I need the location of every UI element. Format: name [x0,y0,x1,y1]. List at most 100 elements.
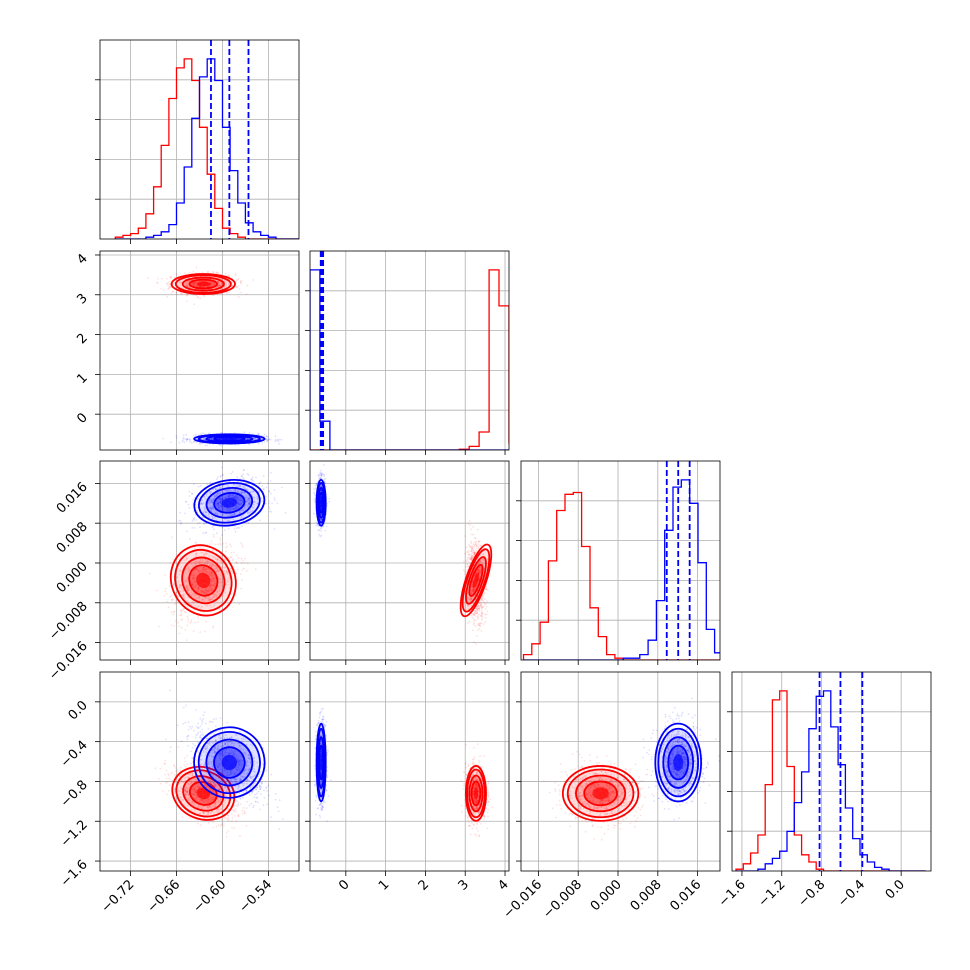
point [201,547,204,549]
point [219,578,222,581]
point [268,491,271,493]
point [227,283,230,285]
point [212,505,214,508]
point [234,495,237,497]
point [197,588,200,591]
point [212,564,215,567]
point [210,572,212,574]
point [210,506,213,509]
point [252,496,255,498]
point [216,513,219,516]
panel-frame [99,39,300,240]
point [215,519,218,522]
point [205,551,208,554]
point [474,612,476,614]
point [313,493,316,495]
point [214,283,216,285]
point [188,507,191,509]
point [212,282,215,285]
y-tick-label: −0.016 [46,639,91,684]
point [210,508,213,510]
point [225,571,228,574]
point [214,512,217,514]
point [197,616,200,619]
point [226,571,229,574]
point [197,589,200,592]
point [213,497,216,500]
point [218,282,220,284]
point [205,568,208,571]
point [202,590,205,593]
point [477,606,479,608]
point [200,589,203,592]
point [236,562,239,565]
point [252,489,255,492]
point [268,508,271,510]
point [207,270,210,273]
point [200,590,203,592]
point [212,508,215,511]
point [245,570,248,572]
point [477,624,479,626]
point [219,501,222,504]
point [224,573,226,575]
point [227,495,230,498]
point [478,607,480,609]
point [187,588,190,590]
point [196,569,199,571]
histogram-red [310,269,509,450]
point [216,280,219,282]
point [240,509,243,511]
point [210,500,213,503]
point [247,437,250,440]
contour [181,556,226,605]
y-tick-label: −0.008 [46,599,91,644]
point [187,567,190,569]
point [167,606,170,609]
point [218,437,221,440]
point [214,582,217,585]
point [468,558,471,561]
point [201,499,204,502]
point [250,478,253,480]
point [472,543,475,546]
point [202,570,205,572]
point [201,569,204,572]
point [474,625,477,627]
point [217,504,220,507]
point [236,495,238,498]
point [211,515,214,518]
point [219,284,222,287]
point [181,594,184,597]
point [213,579,216,582]
point [251,479,254,482]
point [209,490,211,493]
point [218,589,221,592]
point [248,497,250,500]
point [268,438,271,441]
point [194,281,197,284]
point [197,595,200,597]
point [223,507,226,509]
point [217,492,220,495]
point [209,506,212,508]
point [211,548,214,551]
point [224,272,227,275]
point [210,491,213,493]
point [204,444,207,447]
point [245,494,248,497]
point [211,575,214,578]
point [168,286,171,288]
point [203,590,206,593]
point [235,561,238,564]
point [261,500,264,503]
point [214,512,217,515]
point [212,533,215,536]
point [216,570,219,573]
point [203,569,206,571]
point [240,516,243,518]
point [235,554,238,557]
point [241,544,244,546]
point [211,584,214,587]
